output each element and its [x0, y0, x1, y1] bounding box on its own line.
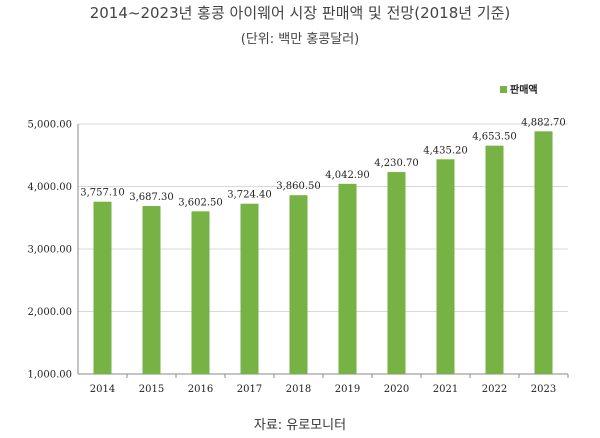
- bars: [93, 131, 553, 374]
- x-tick-label-2016: 2016: [188, 384, 213, 395]
- bar-2023: [534, 131, 553, 374]
- data-label-2014: 3,757.10: [80, 188, 125, 199]
- x-tick-label-2022: 2022: [482, 384, 507, 395]
- y-tick-label: 1,000.00: [27, 370, 72, 381]
- bar-2018: [289, 195, 308, 374]
- x-tick-label-2014: 2014: [90, 384, 115, 395]
- legend-label: 판매액: [510, 83, 538, 96]
- chart-subtitle: (단위: 백만 홍콩달러): [240, 32, 360, 47]
- x-tick-label-2020: 2020: [384, 384, 409, 395]
- bar-2021: [436, 159, 455, 374]
- data-label-2017: 3,724.40: [227, 190, 272, 201]
- y-tick-label: 4,000.00: [27, 182, 72, 193]
- x-tick-label-2023: 2023: [531, 384, 556, 395]
- bar-2020: [387, 172, 406, 374]
- chart-title: 2014~2023년 홍콩 아이웨어 시장 판매액 및 전망(2018년 기준): [89, 4, 511, 22]
- legend-swatch: [500, 86, 507, 93]
- y-tick-label: 2,000.00: [27, 307, 72, 318]
- x-tick-label-2021: 2021: [433, 384, 458, 395]
- bar-2019: [338, 183, 357, 374]
- bar-2015: [142, 206, 161, 374]
- x-tick-label-2015: 2015: [139, 384, 164, 395]
- data-label-2019: 4,042.90: [325, 170, 370, 181]
- bar-2022: [485, 145, 504, 374]
- data-label-2021: 4,435.20: [423, 145, 468, 156]
- data-label-2020: 4,230.70: [374, 158, 419, 169]
- y-tick-label: 3,000.00: [27, 245, 72, 256]
- x-tick-label-2017: 2017: [237, 384, 262, 395]
- data-label-2015: 3,687.30: [129, 192, 174, 203]
- x-tick-label-2018: 2018: [286, 384, 311, 395]
- data-label-2023: 4,882.70: [521, 117, 566, 128]
- data-label-2018: 3,860.50: [276, 181, 321, 192]
- y-tick-label: 5,000.00: [27, 120, 72, 131]
- x-tick-label-2019: 2019: [335, 384, 360, 395]
- data-label-2016: 3,602.50: [178, 197, 223, 208]
- source-note: 자료: 유로모니터: [253, 418, 347, 433]
- data-labels: 3,757.10 3,687.30 3,602.50 3,724.40 3,860.50…: [80, 117, 566, 208]
- data-label-2022: 4,653.50: [472, 132, 517, 143]
- bar-2016: [191, 211, 210, 374]
- bar-2017: [240, 203, 259, 374]
- bar-2014: [93, 201, 112, 374]
- legend: 판매액: [500, 83, 538, 96]
